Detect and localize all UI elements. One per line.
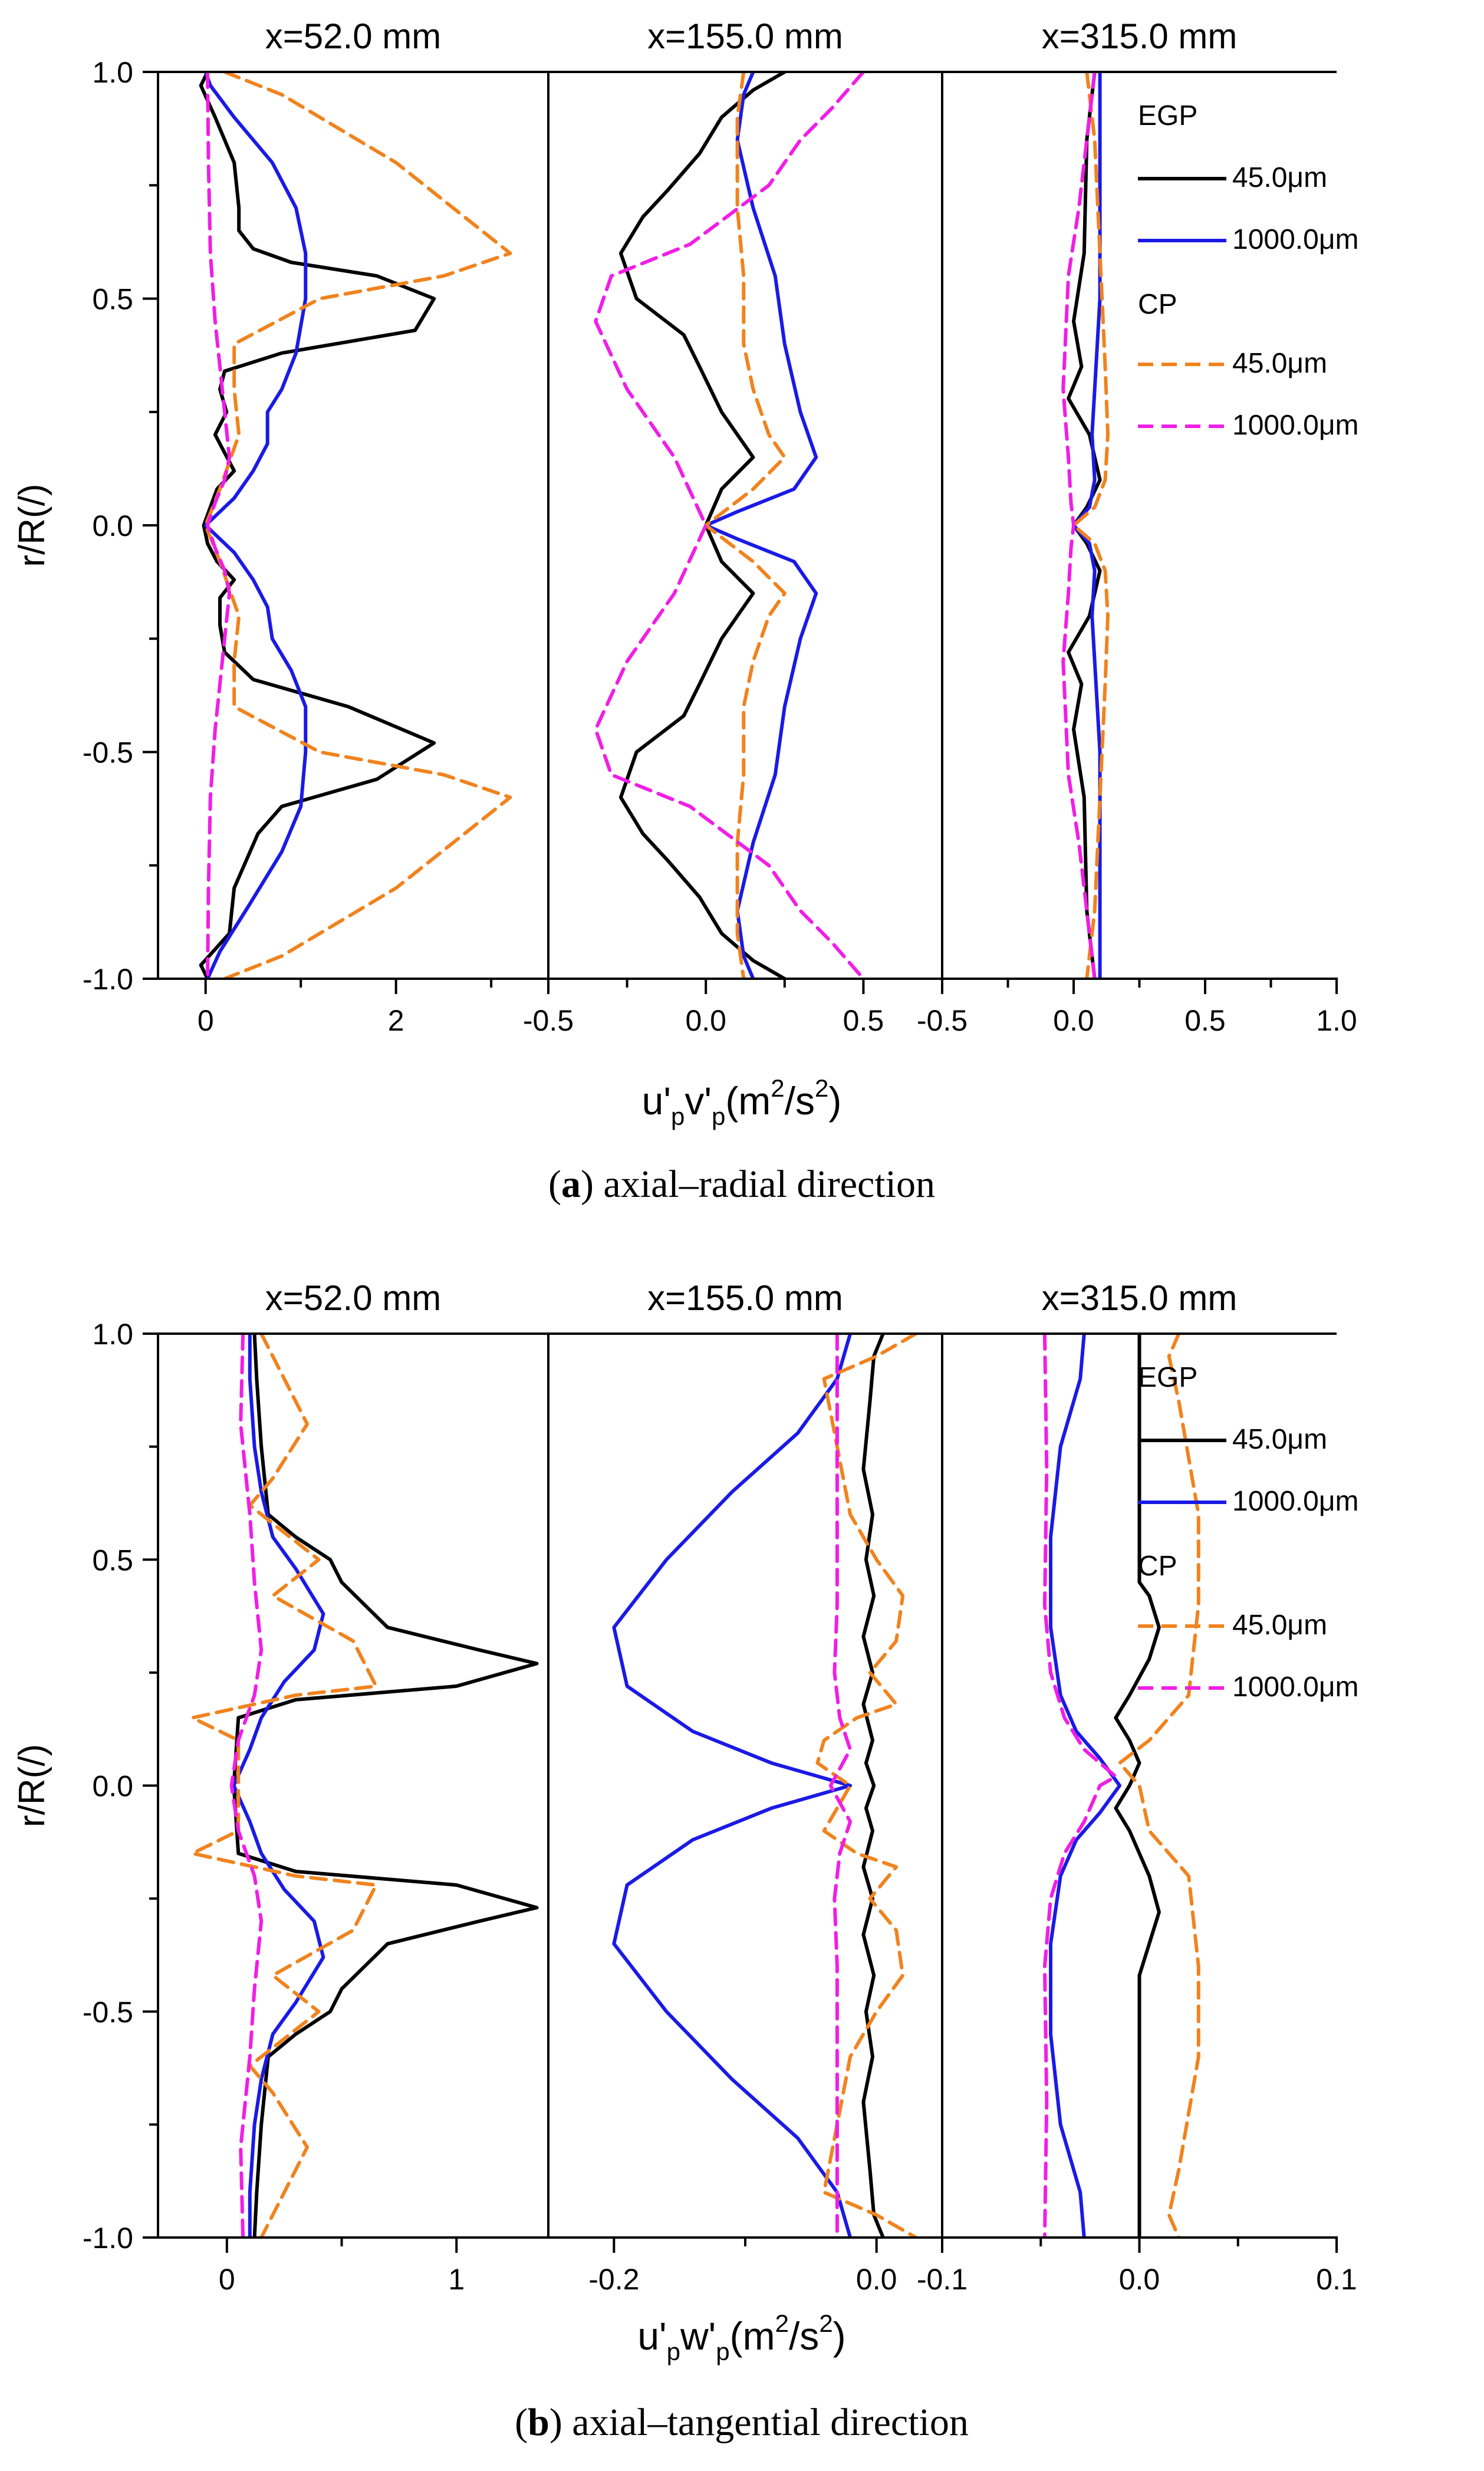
panel-title: x=52.0 mm <box>265 1278 441 1318</box>
series-line-egp-45-0-m <box>618 72 787 979</box>
legend-group-label: EGP <box>1138 1362 1197 1393</box>
y-tick-label: -0.5 <box>83 736 133 769</box>
panel-title: x=155.0 mm <box>647 17 843 56</box>
series-line-egp-45-0-m <box>199 72 436 979</box>
legend-entry-label: 1000.0μm <box>1232 1486 1358 1517</box>
x-tick-label: 1 <box>448 2263 465 2296</box>
x-tick-label: 0.0 <box>1119 2263 1160 2296</box>
y-tick-label: 0.0 <box>92 509 133 542</box>
y-axis-title: r/R(/) <box>12 483 52 567</box>
series-line-cp-1000-0-m <box>1042 1334 1118 2238</box>
x-tick-label: -0.1 <box>917 2263 968 2296</box>
figure-caption: (a) axial–radial direction <box>548 1163 935 1206</box>
legend-entry-label: 45.0μm <box>1232 348 1327 379</box>
y-tick-label: 0.0 <box>92 1770 133 1803</box>
x-tick-label: 0.5 <box>843 1004 884 1037</box>
x-axis-title: u'pv'p(m2/s2) <box>642 1074 842 1130</box>
y-tick-label: 0.5 <box>92 1544 133 1577</box>
legend-entry-label: 1000.0μm <box>1232 1672 1358 1703</box>
legend-group-label: CP <box>1138 289 1177 320</box>
legend-entry-label: 1000.0μm <box>1232 410 1358 441</box>
series-line-cp-1000-0-m <box>1061 72 1097 979</box>
panel-a-2: x=155.0 mm -0.5 0.0 0.5 <box>523 17 943 1037</box>
legend-entry-label: 45.0μm <box>1232 1424 1327 1455</box>
x-tick-label: 0.0 <box>1053 1004 1094 1037</box>
x-tick-label: -0.5 <box>917 1004 968 1037</box>
panel-b-3: x=315.0 mm -0.1 0.0 0.1 <box>917 1278 1357 2296</box>
x-tick-label: 0 <box>198 1004 214 1037</box>
panel-a-3: x=315.0 mm -0.5 0.0 0.5 1.0 <box>917 17 1357 1037</box>
series-line-cp-1000-0-m <box>594 72 866 979</box>
series-line-egp-1000-0-m <box>612 1334 853 2238</box>
series-line-egp-1000-0-m <box>1049 1334 1121 2238</box>
series-line-cp-1000-0-m <box>828 1334 853 2238</box>
y-tick-label: -0.5 <box>83 1996 133 2029</box>
panel-a-1: x=52.0 mm 0 2 <box>157 17 548 1037</box>
y-tick-label: -1.0 <box>83 2222 133 2255</box>
series-line-egp-45-0-m <box>861 1334 885 2238</box>
series-line-cp-45-0-m <box>1118 1334 1200 2238</box>
series-line-cp-45-0-m <box>203 72 512 979</box>
legend: EGP CP 45.0μm 1000.0μm 45.0μm 1000.0μm <box>1138 1362 1358 1703</box>
panel-title: x=315.0 mm <box>1042 17 1238 56</box>
series-line-cp-1000-0-m <box>229 1334 264 2238</box>
panel-b-1: x=52.0 mm 0 1 <box>157 1278 548 2296</box>
figure-a: x=52.0 mm0 2x=155.0 mm-0.5 0.0 0.5x=315.0 m… <box>12 17 1358 1206</box>
y-tick-label: 1.0 <box>92 56 133 89</box>
x-tick-label: 1.0 <box>1316 1004 1357 1037</box>
figure-b: x=52.0 mm 0 1 x=155.0 mm -0.2 0.0 x=315.0 mm -0… <box>12 1278 1358 2444</box>
x-tick-label: -0.2 <box>588 2263 639 2296</box>
series-line-egp-1000-0-m <box>704 72 818 979</box>
series-line-cp-1000-0-m <box>206 72 232 979</box>
y-tick-label: 0.5 <box>92 283 133 316</box>
series-line-egp-1000-0-m <box>203 72 308 979</box>
x-tick-label: 0.0 <box>685 1004 726 1037</box>
y-tick-label: -1.0 <box>83 963 133 996</box>
legend-entry-label: 45.0μm <box>1232 162 1327 193</box>
series-line-cp-45-0-m <box>1072 72 1110 979</box>
legend: EGP CP 45.0μm 1000.0μm 45.0μm 1000.0μm <box>1138 100 1358 441</box>
series-line-egp-45-0-m <box>1114 1334 1161 2238</box>
x-tick-label: 0.0 <box>856 2263 897 2296</box>
legend-entry-label: 1000.0μm <box>1232 224 1358 255</box>
x-tick-label: 0 <box>219 2263 235 2296</box>
series-line-cp-45-0-m <box>815 1334 918 2238</box>
panel-b-2: x=155.0 mm -0.2 0.0 <box>547 1278 942 2296</box>
y-axis-title: r/R(/) <box>12 1744 52 1827</box>
legend-group-label: EGP <box>1138 100 1197 131</box>
panel-title: x=315.0 mm <box>1042 1278 1238 1318</box>
x-tick-label: 0.5 <box>1184 1004 1226 1037</box>
series-line-cp-45-0-m <box>190 1334 378 2238</box>
figure-caption: (b) axial–tangential direction <box>515 2401 969 2444</box>
x-axis-title: u'pw'p(m2/s2) <box>637 2309 845 2365</box>
x-tick-label: -0.5 <box>523 1004 574 1037</box>
legend-group-label: CP <box>1138 1551 1177 1582</box>
y-tick-label: 1.0 <box>92 1318 133 1351</box>
x-tick-label: 2 <box>388 1004 404 1037</box>
legend-entry-label: 45.0μm <box>1232 1610 1327 1641</box>
panel-title: x=155.0 mm <box>647 1278 843 1318</box>
series-line-cp-45-0-m <box>704 72 787 979</box>
panel-title: x=52.0 mm <box>265 17 441 56</box>
x-tick-label: 0.1 <box>1316 2263 1357 2296</box>
